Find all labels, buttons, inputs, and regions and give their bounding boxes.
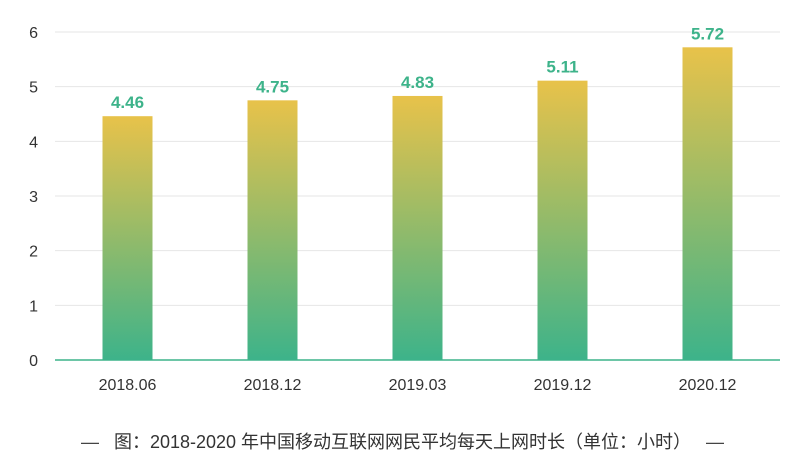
x-axis-ticks: 2018.06 2018.12 2019.03 2019.12 2020.12 xyxy=(99,377,737,394)
x-tick-label: 2018.12 xyxy=(244,377,302,394)
caption-text: 图：2018-2020 年中国移动互联网网民平均每天上网时长（单位：小时） xyxy=(113,432,692,452)
x-tick-label: 2018.06 xyxy=(99,377,157,394)
bar-2019.03 xyxy=(392,95,443,361)
bar-2018.06 xyxy=(102,116,153,360)
data-label: 4.83 xyxy=(401,73,434,92)
x-tick-label: 2019.12 xyxy=(534,377,592,394)
bars xyxy=(102,47,733,361)
x-tick-label: 2020.12 xyxy=(679,377,737,394)
caption-dash-left: — xyxy=(80,432,99,452)
y-tick-label: 2 xyxy=(29,244,38,261)
data-labels: 4.46 4.75 4.83 5.11 5.72 xyxy=(111,24,724,112)
bar-2020.12 xyxy=(682,47,733,360)
y-tick-label: 4 xyxy=(29,134,38,151)
figure-caption: — 图：2018-2020 年中国移动互联网网民平均每天上网时长（单位：小时） … xyxy=(0,428,805,454)
data-label: 4.46 xyxy=(111,93,144,112)
y-tick-label: 5 xyxy=(29,80,38,97)
bar-2019.12 xyxy=(537,80,588,361)
data-label: 4.75 xyxy=(256,77,289,96)
y-tick-label: 3 xyxy=(29,189,38,206)
y-tick-label: 0 xyxy=(29,353,38,370)
x-tick-label: 2019.03 xyxy=(389,377,447,394)
y-tick-label: 6 xyxy=(29,25,38,42)
caption-dash-right: — xyxy=(706,432,725,452)
bar-2018.12 xyxy=(247,100,298,360)
data-label: 5.11 xyxy=(546,58,578,77)
y-tick-label: 1 xyxy=(29,298,38,315)
data-label: 5.72 xyxy=(691,24,724,43)
y-axis-ticks: 0 1 2 3 4 5 6 xyxy=(29,25,38,370)
